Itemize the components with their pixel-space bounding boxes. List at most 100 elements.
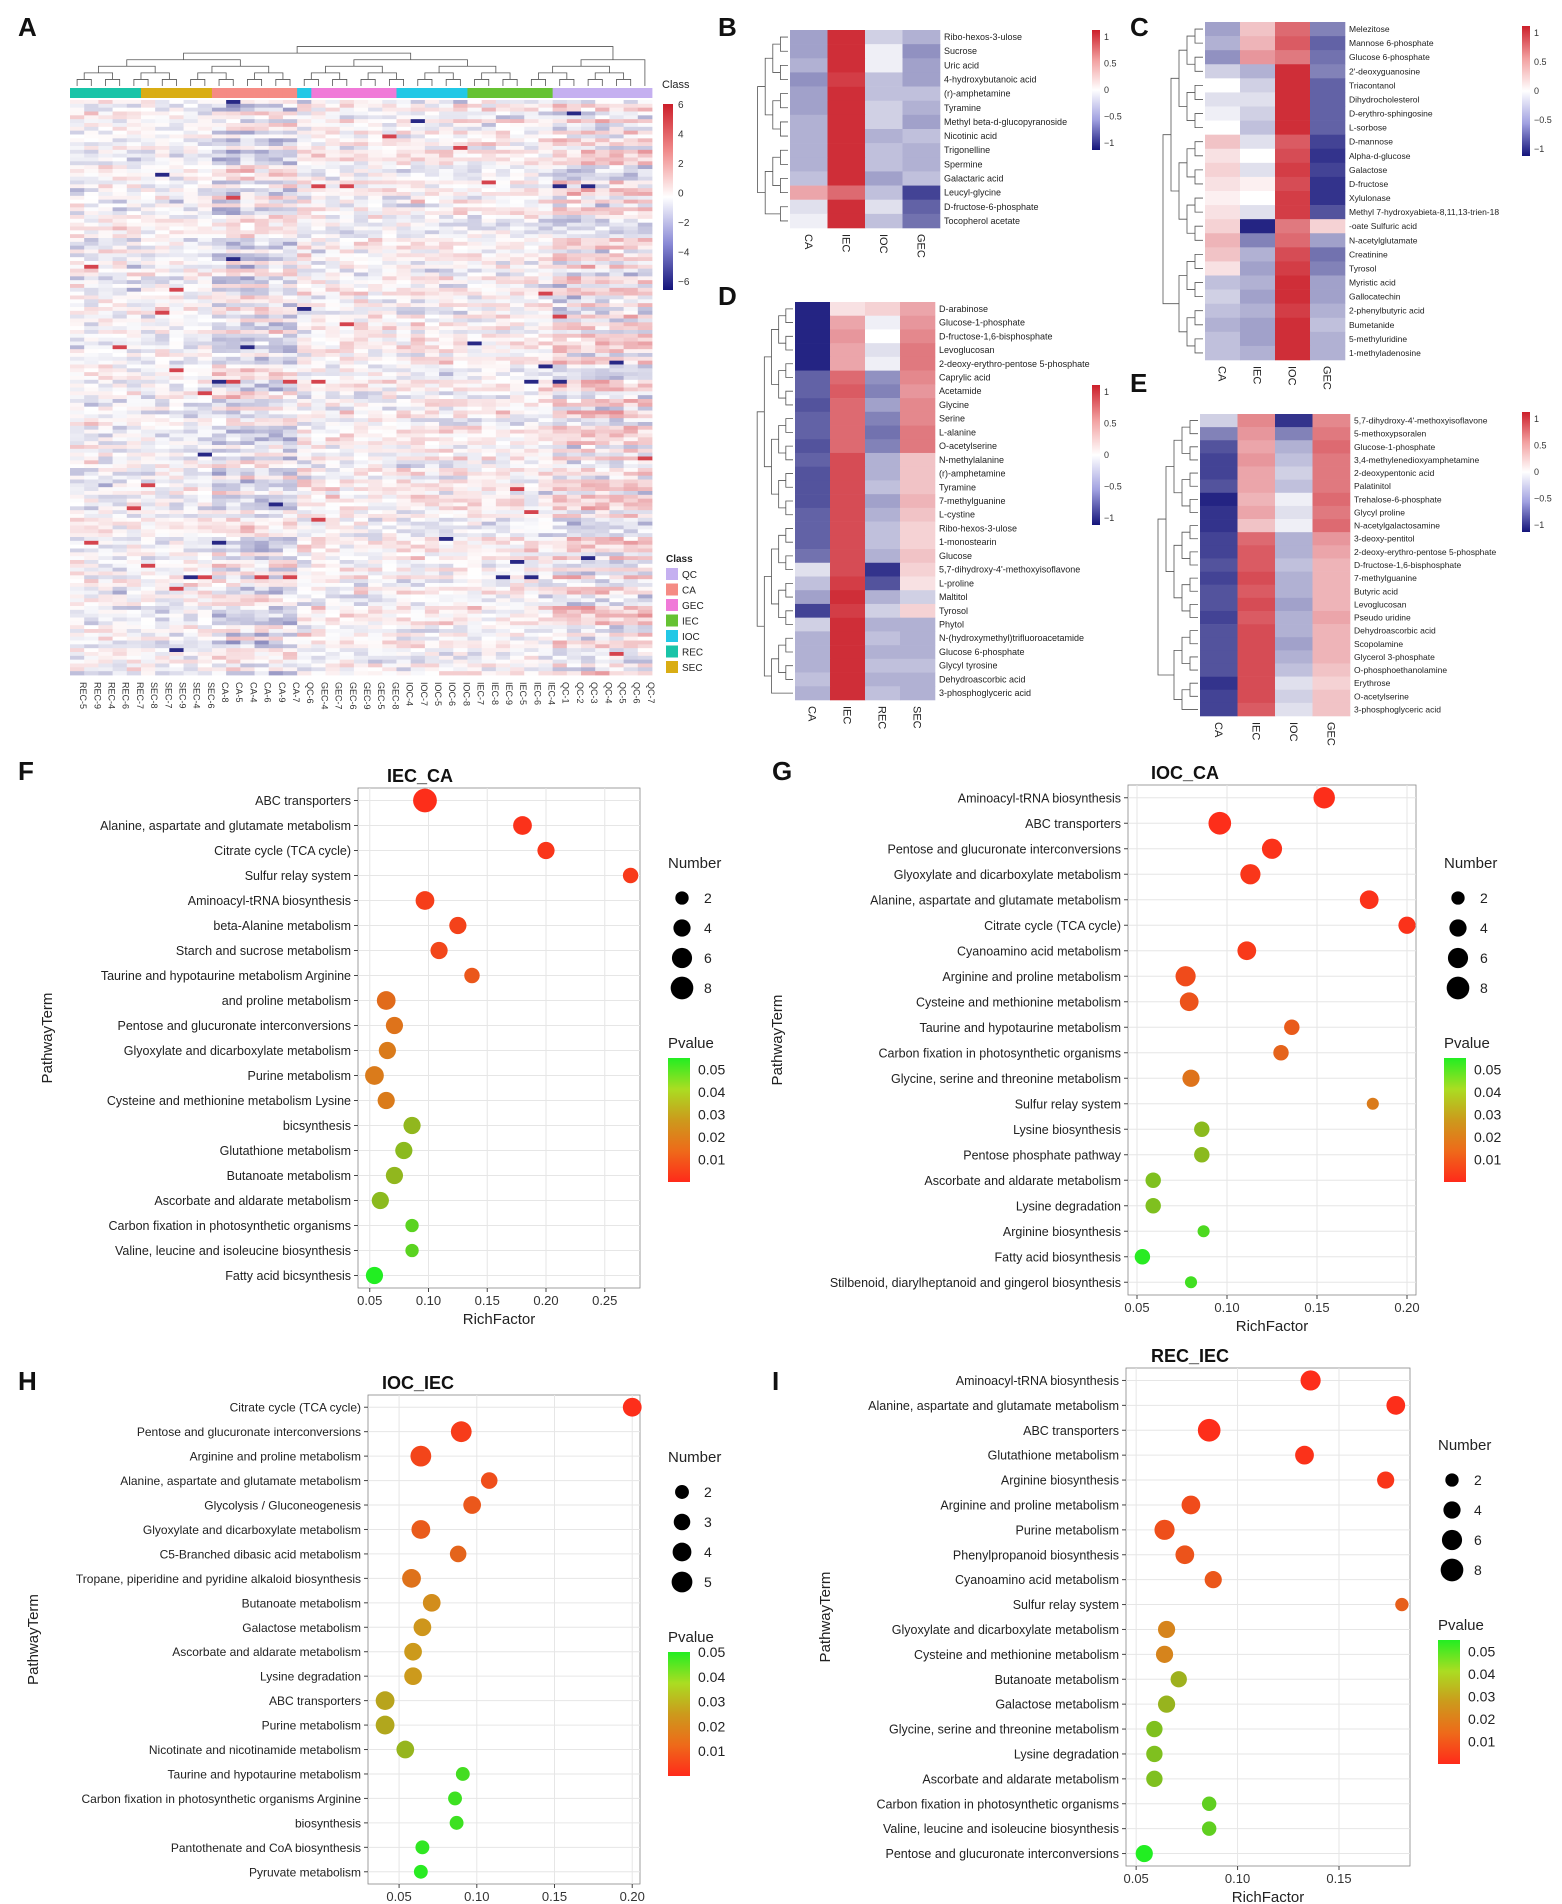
heatmap-cell bbox=[84, 326, 99, 331]
heatmap-cell bbox=[268, 130, 284, 135]
heatmap-cell bbox=[581, 123, 596, 128]
panel-letter-e: E bbox=[1130, 368, 1147, 398]
heatmap-cell bbox=[282, 161, 298, 166]
heatmap-cell bbox=[197, 525, 213, 530]
heatmap-cell bbox=[581, 540, 596, 546]
heatmap-cell bbox=[424, 322, 440, 327]
heatmap-cell bbox=[595, 399, 610, 404]
heatmap-cell bbox=[453, 521, 468, 526]
heatmap-cell bbox=[453, 287, 468, 293]
heatmap-cell bbox=[268, 169, 284, 174]
heatmap-cell bbox=[282, 364, 298, 369]
heatmap-cell bbox=[226, 218, 241, 224]
panel-a-column-dendrogram-branch bbox=[211, 65, 270, 73]
heatmap-cell bbox=[524, 468, 539, 473]
heatmap-cell bbox=[84, 165, 99, 170]
heatmap-cell bbox=[467, 287, 483, 293]
heatmap-cell bbox=[453, 510, 468, 515]
heatmap-cell bbox=[155, 479, 170, 484]
heatmap-cell bbox=[595, 115, 610, 120]
heatmap-cell bbox=[637, 241, 653, 247]
heatmap-cell bbox=[112, 537, 128, 542]
heatmap-cell bbox=[382, 280, 397, 285]
heatmap-cell bbox=[495, 391, 511, 396]
heatmap-cell bbox=[197, 356, 213, 362]
heatmap-cell bbox=[552, 280, 568, 285]
heatmap-cell bbox=[495, 126, 511, 132]
heatmap-cell bbox=[211, 119, 227, 124]
heatmap-cell bbox=[353, 234, 369, 239]
heatmap-cell bbox=[581, 464, 596, 469]
heatmap-cell bbox=[297, 126, 312, 132]
heatmap-cell bbox=[70, 310, 85, 316]
heatmap-cell bbox=[538, 310, 554, 316]
heatmap-cell bbox=[211, 540, 227, 546]
heatmap-cell bbox=[510, 295, 525, 300]
heatmap-cell bbox=[353, 445, 369, 450]
heatmap-cell bbox=[112, 115, 128, 120]
heatmap-cell bbox=[70, 418, 85, 423]
heatmap-cell bbox=[70, 464, 85, 469]
heatmap-cell bbox=[339, 299, 355, 304]
heatmap-cell bbox=[595, 372, 610, 377]
heatmap-cell bbox=[410, 161, 426, 166]
heatmap-cell bbox=[297, 295, 312, 300]
heatmap-cell bbox=[424, 514, 440, 519]
heatmap-cell bbox=[155, 445, 170, 450]
heatmap-cell bbox=[524, 310, 539, 316]
heatmap-cell bbox=[623, 364, 639, 369]
heatmap-cell bbox=[410, 238, 426, 243]
heatmap-cell bbox=[70, 360, 85, 365]
heatmap-cell bbox=[112, 192, 128, 197]
heatmap-cell bbox=[581, 303, 596, 308]
heatmap-cell bbox=[169, 387, 184, 392]
heatmap-cell bbox=[240, 322, 255, 327]
heatmap-cell bbox=[268, 376, 284, 381]
heatmap-cell bbox=[396, 169, 412, 174]
heatmap-cell bbox=[126, 268, 142, 273]
heatmap-cell bbox=[353, 544, 369, 549]
heatmap-cell bbox=[240, 544, 255, 549]
heatmap-cell bbox=[410, 318, 426, 323]
heatmap-cell bbox=[183, 330, 199, 335]
heatmap-cell bbox=[339, 517, 355, 523]
heatmap-cell bbox=[368, 215, 383, 220]
heatmap-cell bbox=[396, 234, 412, 239]
heatmap-cell bbox=[552, 383, 568, 388]
heatmap-cell bbox=[538, 180, 554, 185]
heatmap-cell bbox=[226, 441, 241, 446]
heatmap-cell bbox=[140, 383, 156, 388]
heatmap-cell bbox=[368, 134, 383, 139]
heatmap-cell bbox=[339, 195, 355, 201]
heatmap-cell bbox=[169, 222, 184, 227]
heatmap-cell bbox=[140, 429, 156, 434]
heatmap-cell bbox=[382, 356, 397, 362]
heatmap-cell bbox=[339, 494, 355, 500]
heatmap-cell bbox=[566, 433, 582, 438]
heatmap-cell bbox=[325, 165, 341, 170]
heatmap-cell bbox=[609, 261, 625, 266]
heatmap-cell bbox=[623, 153, 639, 158]
heatmap-cell bbox=[524, 383, 539, 388]
heatmap-cell bbox=[566, 479, 582, 484]
heatmap-cell bbox=[453, 249, 468, 254]
heatmap-cell bbox=[98, 134, 113, 139]
heatmap-cell bbox=[112, 418, 128, 423]
heatmap-cell bbox=[353, 107, 369, 112]
heatmap-cell bbox=[282, 410, 298, 415]
heatmap-cell bbox=[169, 533, 184, 538]
heatmap-cell bbox=[566, 544, 582, 549]
heatmap-cell bbox=[297, 506, 312, 511]
heatmap-cell bbox=[623, 368, 639, 373]
heatmap-cell bbox=[311, 310, 326, 316]
heatmap-cell bbox=[595, 107, 610, 112]
heatmap-cell bbox=[424, 376, 440, 381]
heatmap-cell bbox=[424, 184, 440, 189]
heatmap-cell bbox=[211, 326, 227, 331]
heatmap-cell bbox=[240, 257, 255, 262]
heatmap-cell bbox=[410, 188, 426, 193]
heatmap-cell bbox=[609, 341, 625, 346]
heatmap-cell bbox=[439, 234, 454, 239]
heatmap-cell bbox=[623, 215, 639, 220]
heatmap-cell bbox=[70, 318, 85, 323]
